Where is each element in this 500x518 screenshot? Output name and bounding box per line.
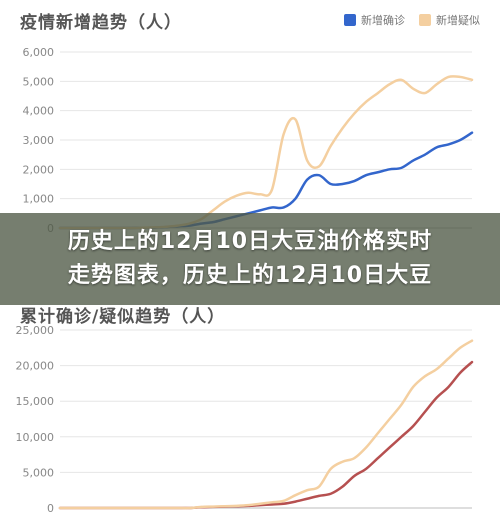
legend-label: 新增确诊 — [361, 14, 405, 27]
legend-swatch — [344, 14, 356, 26]
legend-swatch — [419, 14, 431, 26]
y-tick-label: 1,000 — [23, 193, 55, 206]
plot-area: 0 5,000 10,000 15,000 20,000 25,000 — [16, 324, 474, 515]
legend-item-suspected: 新增疑似 — [419, 12, 480, 28]
y-tick-label: 5,000 — [23, 75, 55, 88]
y-tick-label: 2,000 — [23, 163, 55, 176]
y-tick-label: 5,000 — [23, 466, 55, 479]
chart-title: 疫情新增趋势（人） — [20, 13, 182, 33]
headline-banner: 历史上的12月10日大豆油价格实时 走势图表，历史上的12月10日大豆 — [0, 213, 500, 305]
new-cases-chart: 疫情新增趋势（人） 新增确诊 新增疑似 01,0002,0003,0004,00… — [0, 0, 500, 250]
legend-item-confirmed: 新增确诊 — [344, 12, 405, 28]
y-tick-label: 4,000 — [23, 105, 55, 118]
y-tick-label: 10,000 — [16, 431, 55, 444]
series-line — [58, 75, 474, 230]
series-line — [58, 339, 474, 510]
series-line — [58, 360, 474, 510]
y-tick-label: 3,000 — [23, 134, 55, 147]
chart-title: 累计确诊/疑似趋势（人） — [20, 307, 226, 327]
y-tick-label: 20,000 — [16, 360, 55, 373]
legend-label: 新增疑似 — [436, 14, 480, 27]
chart-legend: 新增确诊 新增疑似 — [344, 12, 480, 28]
cumulative-cases-chart: 累计确诊/疑似趋势（人） 0 5,000 10,000 15,000 20,000 25,… — [0, 250, 500, 518]
y-tick-label: 15,000 — [16, 395, 55, 408]
y-tick-label: 25,000 — [16, 324, 55, 337]
headline-line-2: 走势图表，历史上的12月10日大豆 — [67, 263, 433, 288]
headline-line-1: 历史上的12月10日大豆油价格实时 — [67, 229, 433, 254]
y-tick-label: 6,000 — [23, 46, 55, 59]
y-tick-label: 0 — [47, 502, 54, 515]
